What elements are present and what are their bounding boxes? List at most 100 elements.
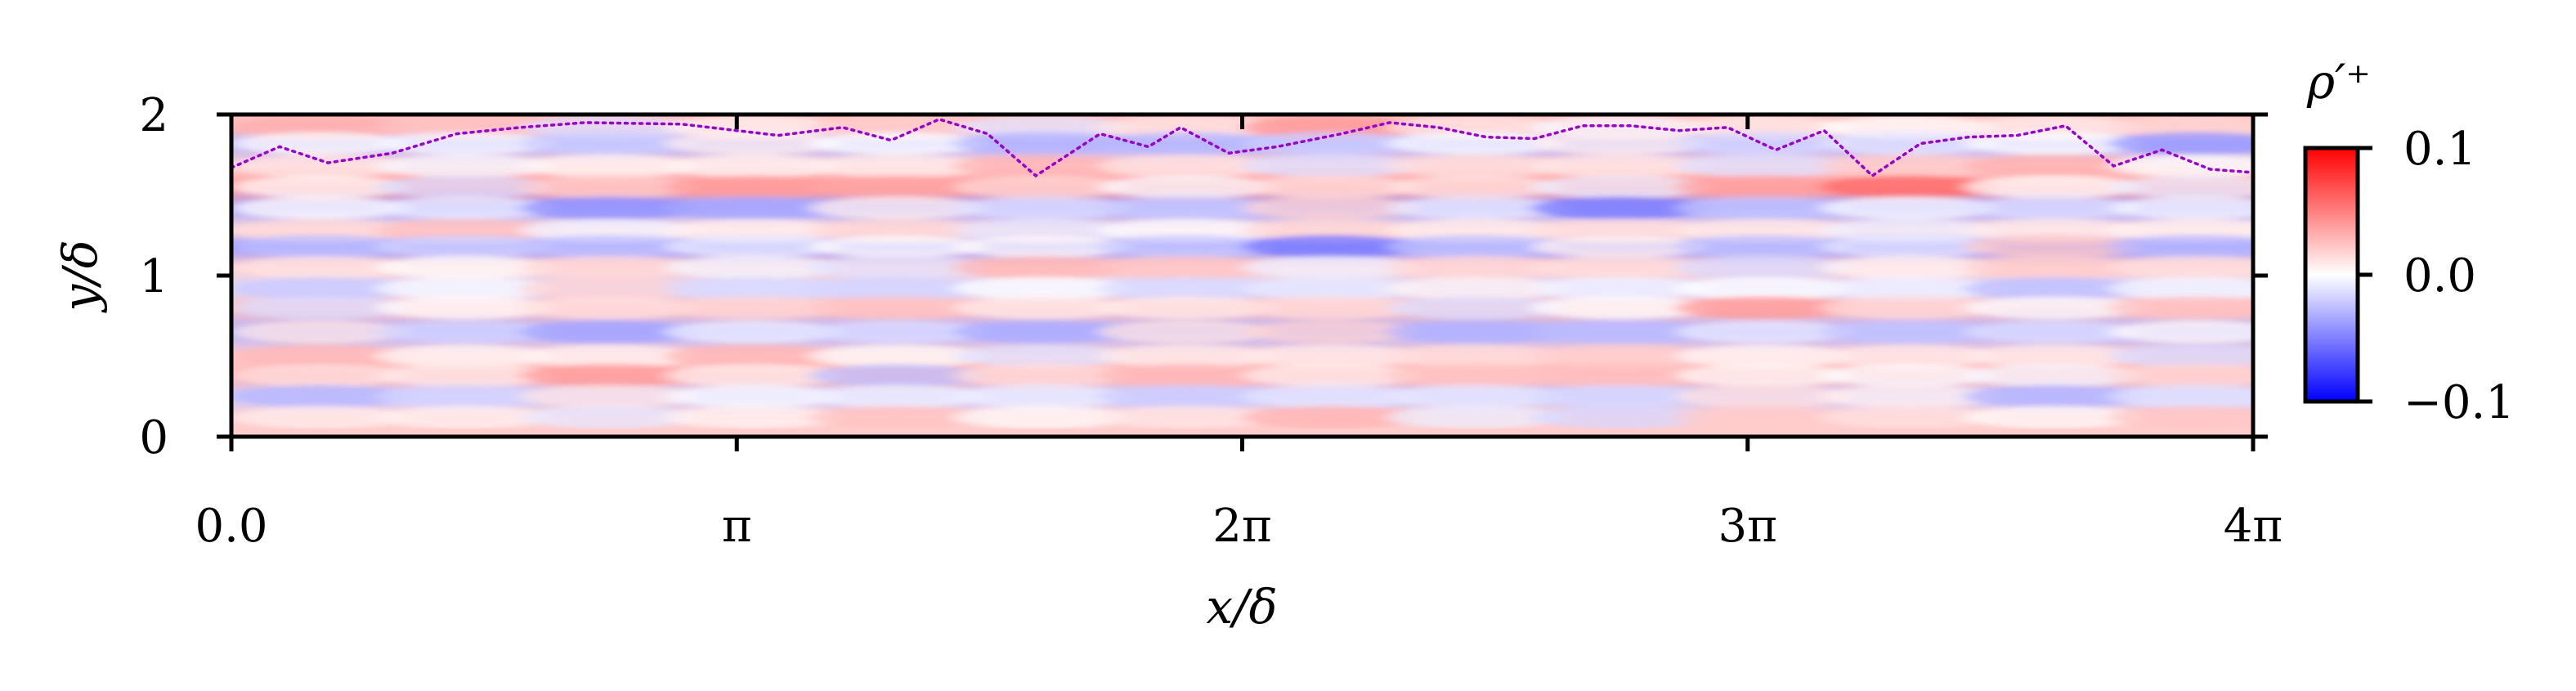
heatmap-streak bbox=[1097, 218, 1275, 242]
heatmap-streak bbox=[1964, 320, 2142, 343]
heatmap-streak bbox=[1820, 406, 1997, 429]
heatmap-streak bbox=[1242, 384, 1420, 408]
heatmap-streak bbox=[953, 115, 1131, 139]
heatmap-streak bbox=[1387, 235, 1564, 258]
heatmap-streak bbox=[1820, 256, 1997, 280]
boundary-dotted-line bbox=[231, 118, 2253, 178]
heatmap-streak bbox=[1675, 344, 1853, 368]
heatmap-streak bbox=[520, 218, 697, 242]
heatmap-streak bbox=[1964, 155, 2142, 177]
heatmap-streak bbox=[375, 115, 553, 139]
heatmap-streak bbox=[375, 384, 553, 408]
heatmap-streak bbox=[809, 115, 987, 139]
heatmap-streak bbox=[520, 196, 697, 220]
x-axis-ticks: 0.0 π 2π 3π 4π bbox=[195, 114, 2283, 553]
heatmap-streak bbox=[231, 155, 409, 177]
heatmap-streak bbox=[1530, 320, 1709, 343]
heatmap-streak bbox=[1530, 276, 1709, 300]
heatmap-streak bbox=[1097, 384, 1275, 408]
heatmap-streaks bbox=[231, 115, 2253, 429]
heatmap-streak bbox=[665, 256, 842, 280]
y-tick-label: 1 bbox=[139, 250, 168, 303]
heatmap-streak bbox=[665, 344, 842, 368]
heatmap-streak bbox=[1820, 320, 1997, 343]
heatmap-streak bbox=[809, 175, 987, 199]
heatmap-streak bbox=[1530, 256, 1709, 280]
heatmap-streak bbox=[2108, 132, 2253, 155]
heatmap-streak bbox=[231, 132, 409, 155]
heatmap-streak bbox=[1964, 296, 2142, 320]
heatmap-streak bbox=[1530, 344, 1709, 368]
heatmap-streak bbox=[665, 115, 842, 139]
heatmap-streak bbox=[520, 115, 697, 139]
y-tick-label: 0 bbox=[139, 411, 168, 464]
heatmap-streak bbox=[1964, 218, 2142, 242]
heatmap-streak bbox=[520, 256, 697, 280]
heatmap-streak bbox=[1387, 276, 1564, 300]
heatmap-streak bbox=[953, 364, 1131, 388]
heatmap-streak bbox=[1964, 276, 2142, 300]
x-tick-label: 0.0 bbox=[195, 500, 267, 553]
heatmap-streak bbox=[809, 155, 987, 177]
heatmap-streak bbox=[231, 276, 409, 300]
heatmap-streak bbox=[1964, 175, 2142, 199]
heatmap-streak bbox=[1964, 384, 2142, 408]
heatmap-streak bbox=[520, 364, 697, 388]
heatmap-streak bbox=[953, 132, 1131, 155]
heatmap-streak bbox=[809, 320, 987, 343]
heatmap-streak bbox=[809, 296, 987, 320]
heatmap-streak bbox=[665, 218, 842, 242]
heatmap-streak bbox=[1675, 296, 1853, 320]
heatmap-streak bbox=[520, 155, 697, 177]
heatmap-streak bbox=[665, 196, 842, 220]
heatmap-streak bbox=[1387, 406, 1564, 429]
heatmap-streak bbox=[1097, 364, 1275, 388]
heatmap-streak bbox=[520, 132, 697, 155]
heatmap-streak bbox=[809, 218, 987, 242]
heatmap-streak bbox=[809, 276, 987, 300]
heatmap-streak bbox=[953, 276, 1131, 300]
heatmap-streak bbox=[375, 218, 553, 242]
heatmap-streak bbox=[809, 235, 987, 258]
x-tick-label: 3π bbox=[1718, 500, 1777, 553]
heatmap-streak bbox=[2108, 256, 2253, 280]
colorbar-tick-label: 0.0 bbox=[2404, 249, 2476, 303]
y-axis-label: y/δ bbox=[52, 240, 108, 313]
heatmap-streak bbox=[1530, 235, 1709, 258]
heatmap-streak bbox=[375, 344, 553, 368]
heatmap-streak bbox=[953, 155, 1131, 177]
heatmap-streak bbox=[1097, 320, 1275, 343]
heatmap-streak bbox=[665, 132, 842, 155]
heatmap-streak bbox=[1964, 344, 2142, 368]
heatmap-streak bbox=[1242, 276, 1420, 300]
heatmap-streak bbox=[231, 406, 409, 429]
heatmap-streak bbox=[2108, 276, 2253, 300]
heatmap-streak bbox=[953, 384, 1131, 408]
heatmap-streak bbox=[1675, 320, 1853, 343]
heatmap-streak bbox=[375, 175, 553, 199]
heatmap-streak bbox=[953, 344, 1131, 368]
heatmap-streak bbox=[2108, 196, 2253, 220]
heatmap-streak bbox=[231, 320, 409, 343]
heatmap-streak bbox=[1387, 384, 1564, 408]
heatmap-streak bbox=[520, 235, 697, 258]
x-axis-label: x/δ bbox=[1206, 579, 1277, 635]
heatmap-streak bbox=[1242, 344, 1420, 368]
heatmap-streak bbox=[1530, 364, 1709, 388]
heatmap-streak bbox=[231, 175, 409, 199]
heatmap-streak bbox=[1530, 296, 1709, 320]
colorbar-tick-label: 0.1 bbox=[2404, 123, 2476, 176]
heatmap-streak bbox=[1675, 256, 1853, 280]
heatmap-streak bbox=[1387, 218, 1564, 242]
heatmap-streak bbox=[1820, 296, 1997, 320]
heatmap-streak bbox=[1242, 132, 1420, 155]
heatmap-streak bbox=[1242, 235, 1420, 258]
colorbar: 0.1 0.0 −0.1 ρ′⁺ bbox=[2303, 54, 2515, 429]
heatmap-streak bbox=[665, 175, 842, 199]
heatmap-streak bbox=[809, 406, 987, 429]
heatmap-streak bbox=[1387, 320, 1564, 343]
heatmap-streak bbox=[1675, 364, 1853, 388]
heatmap-streak bbox=[1820, 115, 1997, 139]
heatmap-streak bbox=[375, 256, 553, 280]
heatmap-streak bbox=[1530, 218, 1709, 242]
